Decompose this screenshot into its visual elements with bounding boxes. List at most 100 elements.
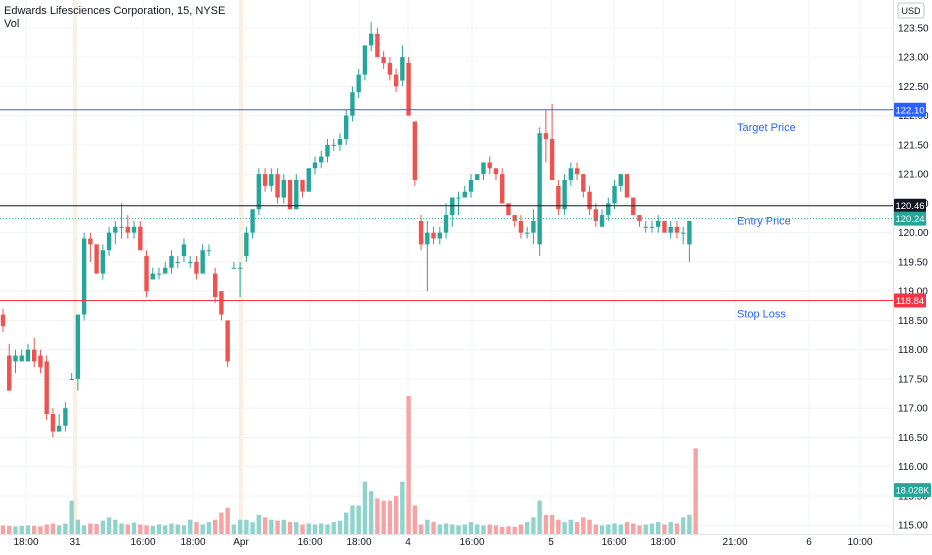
y-tick-label: 118.00 (898, 345, 928, 356)
candle-body (437, 232, 442, 239)
volume-bar (300, 524, 305, 534)
candle-body (262, 174, 268, 186)
candle-body (119, 226, 124, 228)
volume-bar (618, 524, 623, 534)
x-tick-label: 6 (806, 537, 812, 548)
candle-body (169, 256, 174, 268)
candle-body (7, 355, 12, 391)
candle (662, 220, 667, 233)
candle-body (418, 220, 424, 245)
volume-bar (331, 522, 336, 534)
candle-body (456, 197, 461, 199)
volume-bar (262, 517, 268, 534)
volume-bar (181, 525, 187, 534)
candle-body (381, 57, 386, 63)
candle-body (487, 162, 492, 169)
volume-bar (687, 514, 692, 534)
candle (300, 179, 305, 198)
volume-bar (649, 523, 655, 534)
candle-body (387, 62, 393, 75)
candle-body (300, 179, 305, 192)
candle (406, 57, 411, 116)
candle-body (138, 226, 143, 251)
candle (312, 156, 318, 175)
volume-bar (312, 524, 318, 534)
volume-bar (44, 524, 49, 534)
candle-body (493, 168, 499, 175)
y-tick-label: 119.00 (898, 287, 928, 298)
candle-body (649, 226, 655, 228)
volume-bar (319, 523, 324, 534)
volume-bar (287, 522, 293, 534)
candle-body (212, 273, 218, 298)
candle (375, 27, 380, 58)
candle (50, 408, 56, 438)
candle-body (406, 62, 411, 116)
candle (81, 232, 87, 321)
candle-body (206, 250, 212, 252)
candle (25, 343, 31, 362)
candle-body (188, 261, 193, 263)
candle-body (38, 355, 43, 368)
candle (350, 86, 355, 122)
volume-bar (88, 523, 93, 534)
volume-bar (150, 525, 155, 534)
candle-body (100, 250, 106, 274)
candle (163, 261, 168, 274)
volume-bar (256, 514, 262, 534)
candle (44, 355, 49, 420)
candle (674, 220, 680, 239)
candle-body (393, 74, 399, 87)
candle (400, 45, 405, 87)
candle (381, 51, 386, 69)
candle (368, 22, 374, 52)
volume-bar (350, 505, 355, 534)
candle (606, 197, 611, 221)
candle (562, 174, 567, 216)
candle (219, 291, 224, 321)
candle (612, 179, 617, 210)
candle-body (219, 291, 224, 315)
candle-body (287, 179, 293, 210)
volume-bar (100, 520, 106, 534)
volume-bar (562, 522, 567, 534)
target-badge-bg (894, 102, 926, 117)
entry-badge-label: 120.46 (895, 201, 924, 212)
x-tick-label: 18:00 (346, 537, 371, 548)
volume-bar (656, 522, 661, 534)
candle-body (668, 226, 673, 233)
price-axis: 115.00115.50116.00116.50117.00117.50118.… (893, 0, 931, 534)
volume-bar (138, 524, 143, 534)
candle (150, 267, 155, 280)
candle (524, 226, 530, 239)
candle (637, 215, 642, 227)
candle-body (225, 320, 230, 362)
volume-bar (175, 524, 180, 534)
candle-body (269, 174, 274, 186)
candle (549, 103, 555, 180)
volume-bar (206, 522, 212, 534)
currency-badge[interactable]: USD (897, 2, 925, 19)
candle-body (599, 215, 605, 227)
y-tick-label: 115.00 (898, 521, 928, 532)
candle-body (587, 191, 592, 210)
candle (506, 203, 511, 216)
candle-body (325, 144, 330, 157)
candle-body (237, 267, 243, 269)
volume-bar (568, 519, 574, 534)
candle-body (194, 261, 199, 274)
candle (294, 174, 299, 210)
volume-bar (443, 523, 449, 534)
candle (687, 220, 692, 262)
x-tick-label: 18:00 (650, 537, 675, 548)
last-price-badge: 120.24 (894, 211, 926, 226)
candle-body (0, 314, 6, 327)
volume-bar (549, 514, 555, 534)
candle-body (181, 244, 187, 257)
candle (19, 349, 24, 362)
candle (144, 250, 149, 298)
volume-bar (144, 525, 149, 534)
volume-bar (680, 517, 686, 534)
candle-body (306, 168, 311, 192)
